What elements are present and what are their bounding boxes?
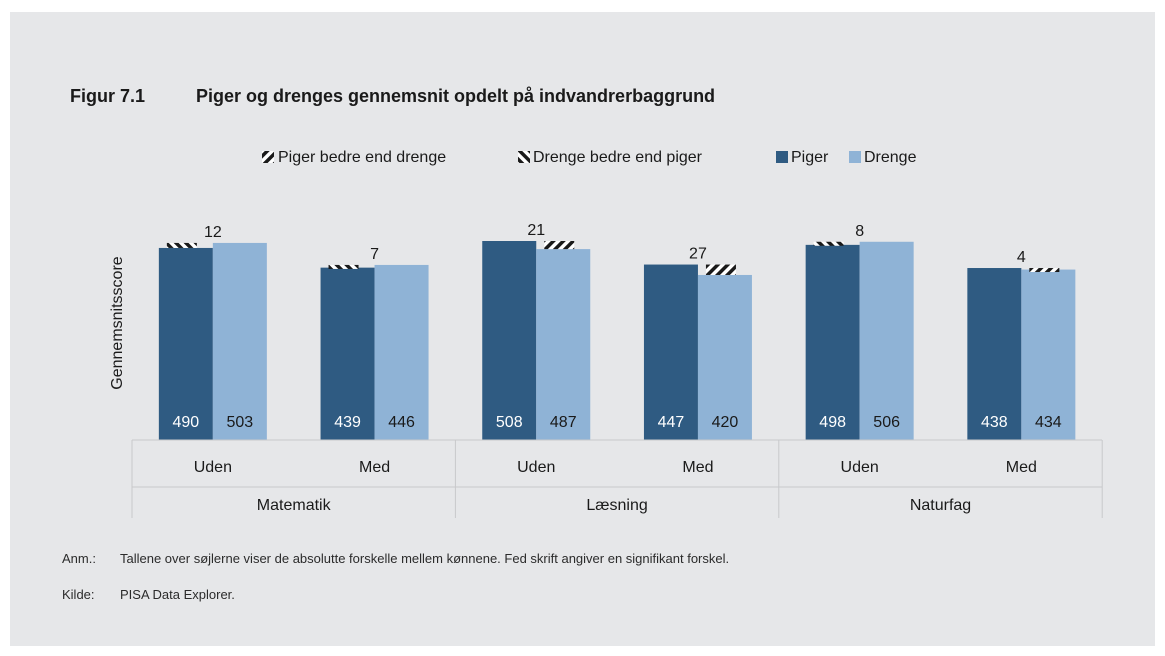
tick-label-0: Uden [194,459,232,476]
note-kilde-label: Kilde: [62,587,95,602]
difference-label-5: 4 [1017,249,1026,266]
legend-label-piger: Piger [791,149,829,166]
bar-piger-2 [482,241,537,440]
note-anm-text: Tallene over søjlerne viser de absolutte… [120,551,730,566]
value-label-piger-3: 447 [658,414,685,431]
figure-number: Figur 7.1 [70,86,146,106]
category-axis: Uden Med Uden Med Uden Med Matematik Læsning Nat… [131,439,1103,518]
bar-drenge-4 [859,241,914,440]
legend-swatch-drenge-bedre [518,151,530,163]
value-label-piger-1: 439 [334,414,361,431]
note-anm-label: Anm.: [62,551,96,566]
bar-drenge-3 [697,274,752,440]
figure-title: Figur 7.1 Piger og drenges gennemsnit opd… [70,86,715,107]
value-label-drenge-5: 434 [1035,414,1062,431]
legend-label-piger-bedre: Piger bedre end drenge [278,149,446,166]
diff-hatch-4 [813,241,844,246]
bar-drenge-1 [374,264,429,440]
diff-hatch-3 [705,264,736,275]
diff-hatch-5 [1029,268,1060,273]
legend-swatch-piger-bedre [262,151,274,163]
value-label-drenge-3: 420 [712,414,739,431]
value-label-drenge-4: 506 [873,414,900,431]
tick-label-3: Med [682,459,713,476]
value-label-drenge-0: 503 [226,414,253,431]
bar-piger-0 [158,247,213,440]
value-label-drenge-1: 446 [388,414,415,431]
y-axis-label: Gennemsnitsscore [109,256,126,389]
legend-swatch-piger [776,151,788,163]
diff-hatch-2 [544,241,575,250]
value-label-drenge-2: 487 [550,414,577,431]
group-label-2: Naturfag [910,497,971,514]
value-label-piger-5: 438 [981,414,1008,431]
tick-label-1: Med [359,459,390,476]
figure-title-text: Piger og drenges gennemsnit opdelt på in… [196,86,716,106]
note-anm: Anm.: Tallene over søjlerne viser de abso… [62,551,729,566]
tick-label-2: Uden [517,459,555,476]
difference-label-4: 8 [855,223,864,240]
value-label-piger-4: 498 [819,414,846,431]
legend-label-drenge: Drenge [864,149,917,166]
difference-label-3: 27 [689,246,707,263]
bar-drenge-2 [536,249,591,440]
group-label-1: Læsning [586,497,647,514]
tick-label-4: Uden [841,459,879,476]
tick-label-5: Med [1006,459,1037,476]
bar-piger-1 [320,267,375,440]
note-kilde-text: PISA Data Explorer. [120,587,235,602]
chart-legend: Piger bedre end drenge Drenge bedre end … [262,149,917,166]
difference-label-1: 7 [370,246,379,263]
bar-piger-5 [967,268,1022,440]
bar-drenge-5 [1021,269,1076,440]
bar-piger-4 [805,244,860,440]
legend-swatch-drenge [849,151,861,163]
group-label-0: Matematik [257,497,332,514]
bars-layer: 490 503 12 439 446 7 508 487 21 447 420 27 498 506 8 43… [158,222,1076,440]
legend-label-drenge-bedre: Drenge bedre end piger [533,149,703,166]
note-kilde: Kilde: PISA Data Explorer. [62,587,235,602]
value-label-piger-0: 490 [172,414,199,431]
difference-label-2: 21 [527,222,545,239]
bar-piger-3 [643,264,698,440]
diff-hatch-0 [166,242,197,248]
bar-drenge-0 [212,242,267,440]
diff-hatch-1 [328,264,359,269]
difference-label-0: 12 [204,224,222,241]
value-label-piger-2: 508 [496,414,523,431]
